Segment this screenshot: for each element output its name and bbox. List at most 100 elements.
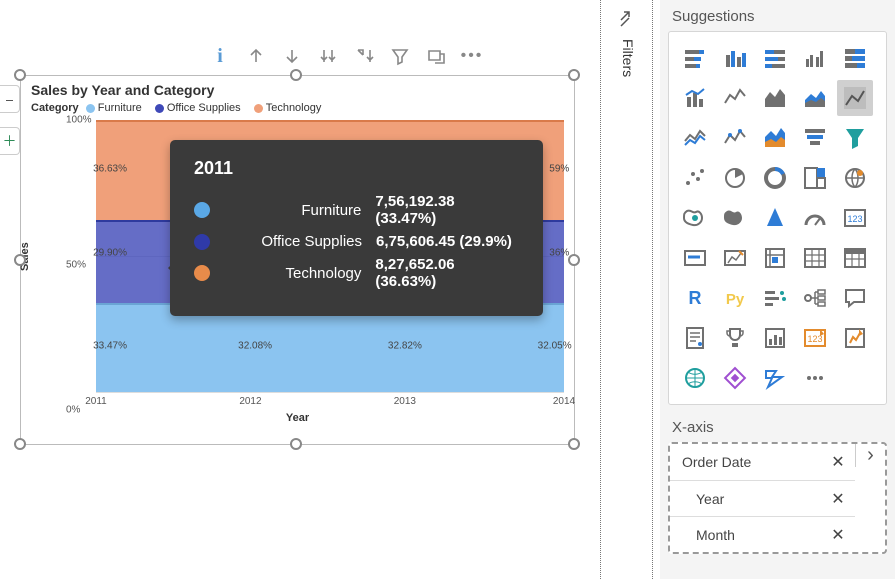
viz-type-powerbi-diamond[interactable] [717, 360, 753, 396]
viz-type-r-visual[interactable]: R [677, 280, 713, 316]
viz-type-decomp-tree[interactable] [797, 280, 833, 316]
viz-type-filled-map[interactable] [677, 200, 713, 236]
resize-handle[interactable] [14, 254, 26, 266]
xaxis-fieldwell[interactable]: Order Date ✕ Year ✕ Month ✕ › [668, 442, 887, 554]
x-axis-title: Year [21, 412, 574, 424]
suggestions-title: Suggestions [660, 0, 895, 31]
report-canvas[interactable]: ⎯ ＋ i ••• Sales by Year and Category Cat… [0, 0, 595, 579]
viz-type-table[interactable] [797, 240, 833, 276]
viz-type-multi-card[interactable] [717, 240, 753, 276]
data-label: 32.82% [388, 340, 422, 351]
viz-type-matrix[interactable] [837, 240, 873, 276]
x-tick: 2011 [85, 396, 107, 407]
viz-type-more-ellipsis[interactable] [797, 360, 833, 396]
viz-type-treemap[interactable] [797, 160, 833, 196]
viz-type-line-column[interactable] [677, 120, 713, 156]
viz-type-shape-map[interactable] [717, 200, 753, 236]
drill-up-icon[interactable] [246, 46, 266, 66]
viz-type-donut[interactable] [757, 160, 793, 196]
pane-divider[interactable] [652, 0, 653, 579]
viz-type-card[interactable] [677, 240, 713, 276]
filters-label: Filters [620, 39, 636, 77]
sliver-btn-1[interactable]: ⎯ [0, 85, 20, 113]
tooltip-row: Office Supplies6,75,606.45 (29.9%) [194, 233, 519, 250]
data-label: 36% [549, 248, 569, 259]
viz-type-clustered-bar[interactable] [797, 40, 833, 76]
viz-type-stacked-bar-h[interactable] [677, 40, 713, 76]
viz-type-line-clustered[interactable] [717, 120, 753, 156]
drill-all-icon[interactable] [318, 46, 338, 66]
x-tick: 2013 [394, 396, 416, 407]
field-row-month[interactable]: Month ✕ [670, 516, 855, 552]
svg-text:R: R [689, 288, 702, 308]
info-icon[interactable]: i [210, 46, 230, 66]
viz-type-powerapps-123[interactable]: 123 [797, 320, 833, 356]
resize-handle[interactable] [290, 69, 302, 81]
viz-type-clustered-column[interactable] [717, 40, 753, 76]
data-label: 29.90% [93, 248, 127, 259]
viz-type-funnel-stacked[interactable] [797, 120, 833, 156]
viz-type-line[interactable] [717, 80, 753, 116]
resize-handle[interactable] [568, 69, 580, 81]
field-expand-icon[interactable]: › [855, 444, 885, 467]
xaxis-title: X-axis [660, 415, 895, 442]
resize-handle[interactable] [568, 438, 580, 450]
pane-divider[interactable] [600, 0, 601, 579]
remove-field-icon[interactable]: ✕ [821, 452, 855, 472]
viz-type-smart-narrative[interactable] [757, 320, 793, 356]
viz-type-automate-123[interactable] [837, 320, 873, 356]
viz-type-kpi-123[interactable]: 123 [837, 200, 873, 236]
svg-text:123: 123 [847, 214, 862, 224]
data-label: 32.08% [238, 340, 272, 351]
viz-type-map-globe[interactable] [837, 160, 873, 196]
viz-type-azure-map[interactable] [757, 200, 793, 236]
viz-type-column-line[interactable] [677, 80, 713, 116]
viz-type-slicer[interactable] [757, 240, 793, 276]
viz-type-paginated[interactable] [677, 320, 713, 356]
viz-type-stacked-area[interactable] [797, 80, 833, 116]
visualization-type-grid: 123 R Py 123 [668, 31, 887, 405]
chart-tooltip: 2011 Furniture7,56,192.38 (33.47%)Office… [170, 140, 543, 316]
y-tick: 50% [66, 260, 86, 271]
y-tick: 0% [66, 405, 80, 416]
more-options-icon[interactable]: ••• [462, 46, 482, 66]
drill-down-icon[interactable] [282, 46, 302, 66]
viz-type-stacked-column-100[interactable] [837, 40, 873, 76]
viz-type-qna[interactable] [837, 280, 873, 316]
visualizations-pane: Suggestions 123 R Py 123 X-axis Order Date … [660, 0, 895, 579]
field-row-order-date[interactable]: Order Date ✕ [670, 444, 855, 480]
viz-type-key-influencers[interactable] [757, 280, 793, 316]
data-label: 33.47% [93, 340, 127, 351]
svg-text:Py: Py [726, 291, 745, 308]
field-row-year[interactable]: Year ✕ [670, 480, 855, 516]
tooltip-row: Technology8,27,652.06 (36.63%) [194, 256, 519, 290]
resize-handle[interactable] [290, 438, 302, 450]
viz-type-python-visual[interactable]: Py [717, 280, 753, 316]
viz-type-arcgis[interactable] [677, 360, 713, 396]
viz-type-funnel[interactable] [837, 120, 873, 156]
viz-type-ribbon-sel[interactable] [837, 80, 873, 116]
visual-action-bar: i ••• [210, 46, 482, 66]
viz-type-scatter[interactable] [677, 160, 713, 196]
resize-handle[interactable] [14, 69, 26, 81]
expand-hierarchy-icon[interactable] [354, 46, 374, 66]
resize-handle[interactable] [14, 438, 26, 450]
viz-type-pie[interactable] [717, 160, 753, 196]
band-furniture [96, 303, 564, 392]
data-label: 36.63% [93, 163, 127, 174]
tooltip-row: Furniture7,56,192.38 (33.47%) [194, 193, 519, 227]
viz-type-stacked-bar-100[interactable] [757, 40, 793, 76]
viz-type-powerautomate[interactable] [757, 360, 793, 396]
viz-type-area[interactable] [757, 80, 793, 116]
focus-mode-icon[interactable] [426, 46, 446, 66]
x-tick: 2012 [239, 396, 261, 407]
resize-handle[interactable] [568, 254, 580, 266]
sliver-btn-2[interactable]: ＋ [0, 127, 20, 155]
viz-type-waterfall[interactable] [757, 120, 793, 156]
filters-collapsed-tab[interactable]: Filters [611, 5, 645, 135]
viz-type-gauge[interactable] [797, 200, 833, 236]
remove-field-icon[interactable]: ✕ [821, 489, 855, 509]
viz-type-trophy[interactable] [717, 320, 753, 356]
remove-field-icon[interactable]: ✕ [821, 525, 855, 545]
filter-icon[interactable] [390, 46, 410, 66]
